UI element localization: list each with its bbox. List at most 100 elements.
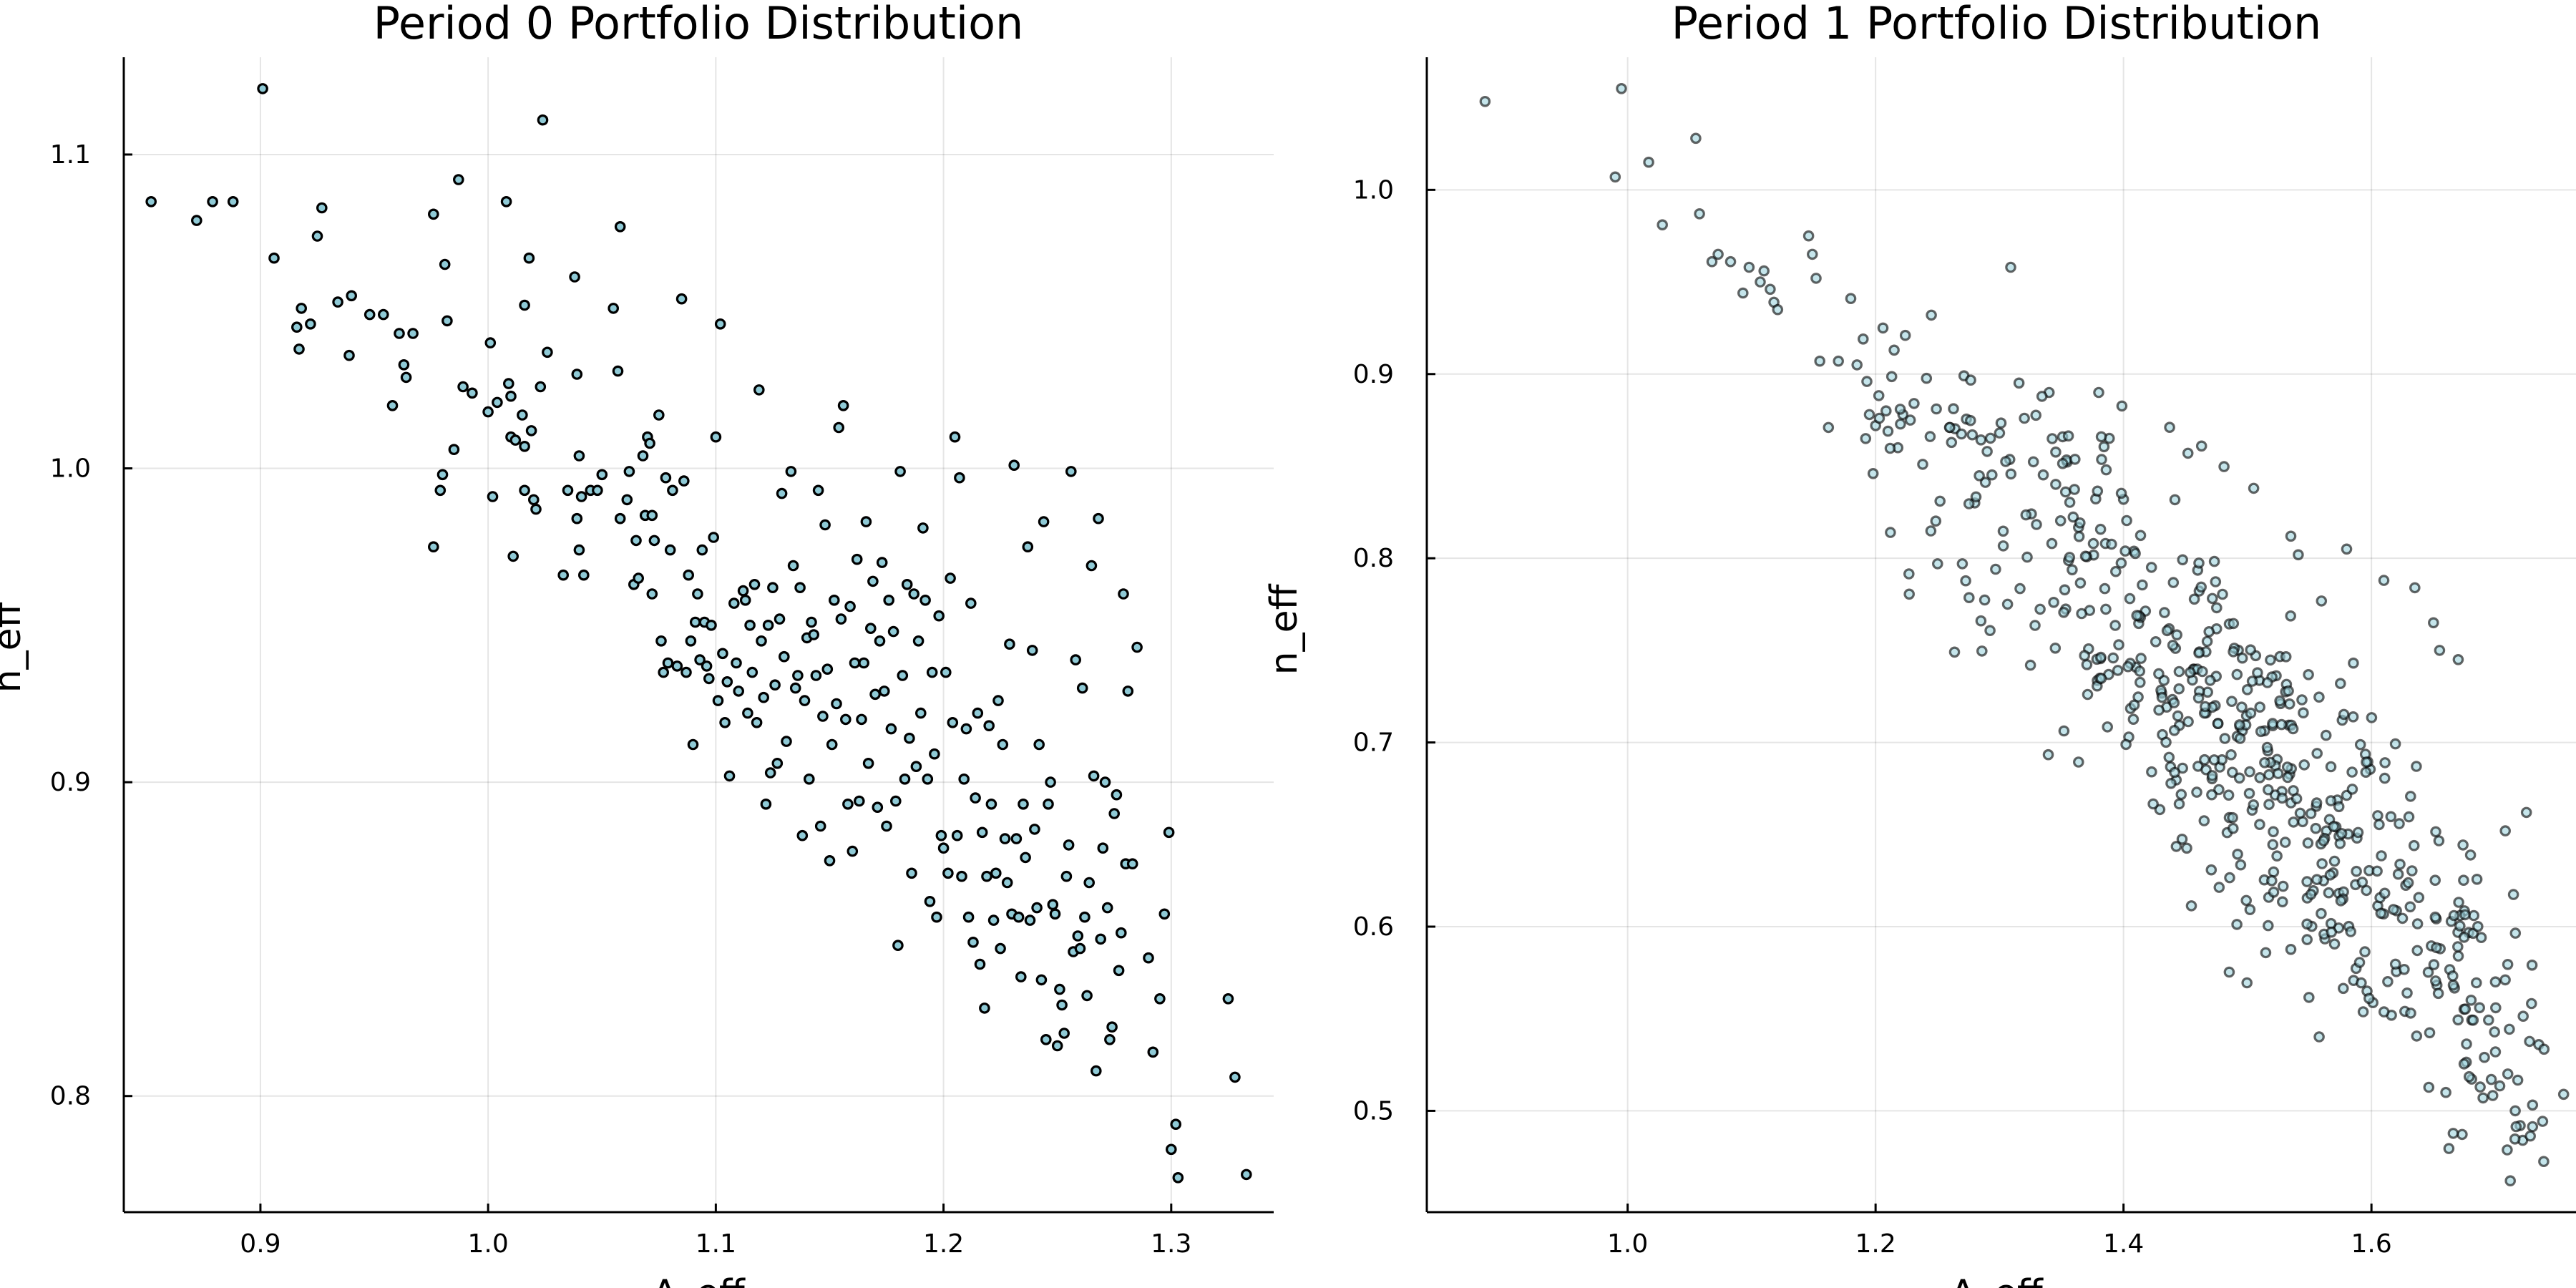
scatter-point xyxy=(865,623,877,634)
scatter-point xyxy=(2477,1092,2489,1104)
scatter-point xyxy=(1943,421,1956,434)
scatter-point xyxy=(608,303,619,314)
scatter-point xyxy=(779,650,790,663)
scatter-point xyxy=(2268,887,2280,898)
scatter-point xyxy=(2453,897,2464,908)
scatter-point xyxy=(1948,646,1961,658)
scatter-point xyxy=(2165,778,2177,789)
scatter-point xyxy=(2185,900,2197,912)
scatter-point xyxy=(1143,952,1154,964)
scatter-point xyxy=(2146,766,2157,778)
scatter-point xyxy=(2301,934,2313,945)
scatter-point xyxy=(573,544,585,556)
scatter-point xyxy=(1163,826,1175,839)
scatter-point xyxy=(2208,754,2220,766)
scatter-point xyxy=(517,409,528,421)
grid xyxy=(1427,57,2576,1212)
scatter-point xyxy=(644,437,655,449)
scatter-point xyxy=(862,758,874,769)
scatter-point xyxy=(1932,558,1943,570)
scatter-point xyxy=(1101,902,1113,914)
scatter-point xyxy=(2382,976,2394,987)
scatter-point xyxy=(1903,568,1915,580)
scatter-point xyxy=(2422,966,2434,978)
chart-title: Period 1 Portfolio Distribution xyxy=(1672,0,2322,49)
scatter-point xyxy=(992,695,1004,706)
scatter-point xyxy=(2094,523,2107,535)
scatter-point xyxy=(2100,464,2112,476)
scatter-point xyxy=(1882,425,1894,437)
scatter-point xyxy=(1960,575,1971,587)
scatter-point xyxy=(2557,1088,2570,1101)
scatter-point xyxy=(2173,798,2185,810)
scatter-point xyxy=(2159,607,2170,618)
scatter-point xyxy=(2333,801,2345,813)
x-axis-label: A_eff xyxy=(1950,1272,2044,1288)
scatter-point xyxy=(1170,1118,1181,1130)
scatter-point xyxy=(767,582,779,593)
scatter-point xyxy=(945,572,956,584)
scatter-point xyxy=(2005,261,2016,273)
scatter-point xyxy=(1965,374,1976,386)
scatter-point xyxy=(2200,701,2211,713)
scatter-point xyxy=(901,578,913,590)
scatter-point xyxy=(2372,810,2384,821)
scatter-point xyxy=(2345,926,2356,937)
scatter-point xyxy=(436,469,449,481)
scatter-point xyxy=(523,252,535,264)
scatter-point xyxy=(1966,429,1979,441)
scatter-point xyxy=(997,738,1009,751)
scatter-point xyxy=(2095,651,2107,663)
scatter-point xyxy=(2254,819,2265,830)
scatter-point xyxy=(2311,748,2323,759)
scatter-point xyxy=(910,761,922,772)
scatter-point xyxy=(2290,793,2303,804)
scatter-point xyxy=(2182,716,2194,728)
scatter-point xyxy=(2050,446,2062,458)
scatter-point xyxy=(1040,1034,1052,1045)
scatter-point xyxy=(2076,608,2087,620)
scatter-point xyxy=(1020,852,1031,864)
scatter-point xyxy=(2198,815,2210,826)
scatter-point xyxy=(332,296,343,308)
scatter-point xyxy=(2356,877,2368,888)
scatter-point xyxy=(1093,512,1104,525)
scatter-point xyxy=(2167,639,2179,651)
scatter-point xyxy=(2293,549,2304,561)
scatter-point xyxy=(794,582,806,593)
scatter-point xyxy=(441,315,453,327)
scatter-point xyxy=(714,318,726,330)
scatter-point xyxy=(343,349,355,361)
scatter-point xyxy=(2487,1090,2499,1101)
scatter-point xyxy=(1802,230,1815,242)
scatter-point xyxy=(2062,430,2074,441)
scatter-point xyxy=(2225,749,2237,761)
scatter-point xyxy=(2483,1014,2494,1026)
scatter-point xyxy=(687,738,699,751)
x-tick-label: 1.3 xyxy=(1151,1229,1191,1259)
y-tick-label: 0.9 xyxy=(1353,360,1394,389)
scatter-point xyxy=(1004,638,1015,650)
scatter-point xyxy=(2231,919,2243,930)
scatter-point xyxy=(2115,487,2127,499)
scatter-point xyxy=(2538,1043,2550,1055)
scatter-point xyxy=(2127,713,2140,725)
scatter-point xyxy=(1147,1046,1159,1058)
scatter-point xyxy=(2182,447,2194,459)
scatter-point xyxy=(2171,629,2182,640)
scatter-point xyxy=(1885,371,1898,383)
scatter-point xyxy=(2311,874,2323,885)
scatter-point xyxy=(2254,701,2265,713)
scatter-point xyxy=(2058,606,2069,618)
scatter-point xyxy=(2228,618,2240,630)
scatter-point xyxy=(892,940,904,951)
scatter-point xyxy=(2294,807,2306,819)
scatter-point xyxy=(2224,872,2235,884)
scatter-point xyxy=(904,732,915,744)
scatter-point xyxy=(1926,309,1937,321)
scatter-point xyxy=(293,343,305,355)
scatter-point xyxy=(1026,645,1038,656)
scatter-point xyxy=(1043,799,1054,810)
scatter-point xyxy=(2392,868,2404,880)
scatter-point xyxy=(2405,791,2416,802)
